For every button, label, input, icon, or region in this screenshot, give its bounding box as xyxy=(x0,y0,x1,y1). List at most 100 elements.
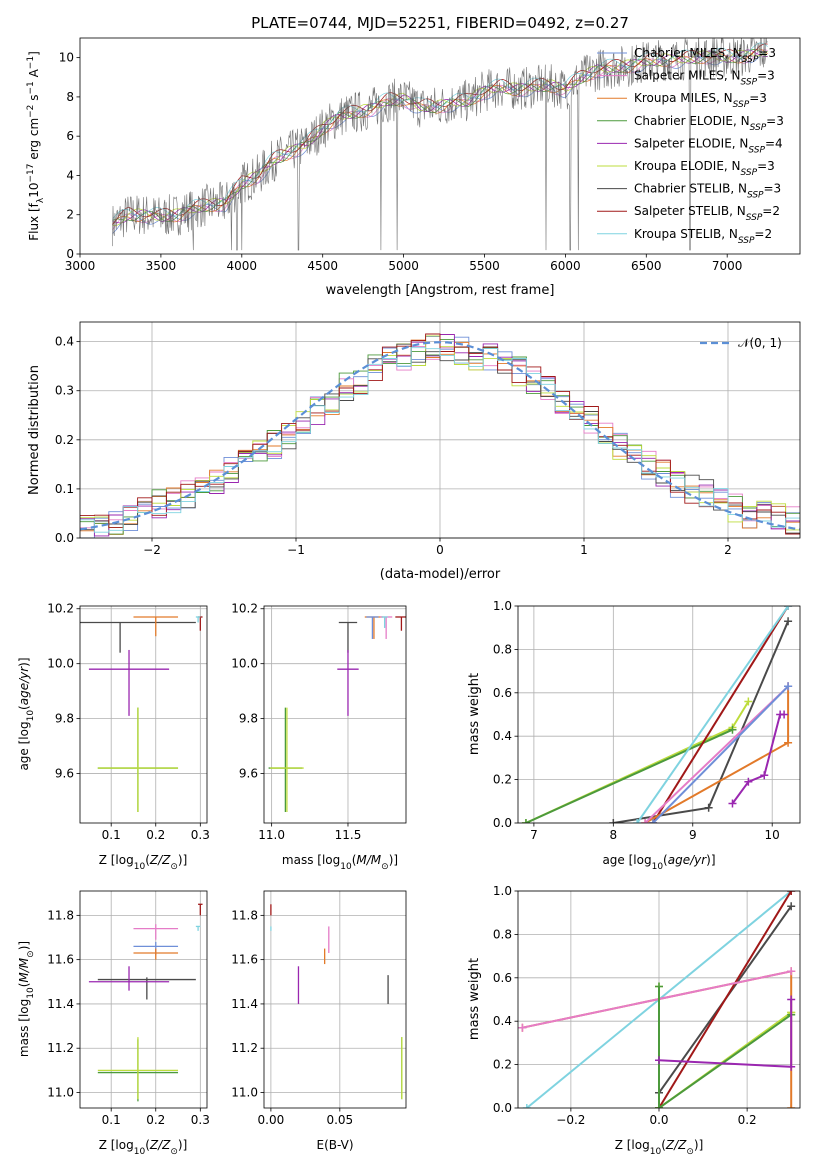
x-tick-label: −1 xyxy=(287,543,305,557)
mass-weight-marker xyxy=(655,1056,663,1065)
label-part: −2 xyxy=(26,105,36,118)
label-part: −1 xyxy=(26,81,36,94)
mass-weight-line xyxy=(525,728,733,823)
y-tick-label: 0 xyxy=(66,247,74,261)
y-tick-label: 11.6 xyxy=(231,953,258,967)
label-part: mass [log xyxy=(282,853,340,867)
y-tick-label: 11.0 xyxy=(47,1086,74,1100)
y-tick-label: 11.0 xyxy=(231,1086,258,1100)
y-axis-label: mass weight xyxy=(467,673,482,755)
mass-weight-marker xyxy=(784,738,793,747)
spectrum-panel: 3000 3500 4000 4500 5000 5500 6000 6500 7000 0 2 4 6… xyxy=(26,37,801,298)
mass-weight-marker xyxy=(704,803,713,812)
label-part: 10 xyxy=(134,862,146,872)
label-part: Z/Z xyxy=(149,1138,171,1152)
label-part: −1 xyxy=(26,56,36,69)
x-tick-label: −2 xyxy=(143,543,161,557)
x-axis-label: (data-model)/error xyxy=(380,567,501,582)
legend-entry-label: Chabrier MILES, NSSP=3 xyxy=(634,46,776,65)
label-part: SSP xyxy=(748,145,765,155)
x-tick-label: 3500 xyxy=(146,259,177,273)
mass-weight-line xyxy=(525,700,750,823)
y-tick-label: 11.4 xyxy=(47,997,74,1011)
x-tick-label: 0.2 xyxy=(146,1113,165,1127)
plot-area xyxy=(112,38,768,251)
x-axis-label: E(B-V) xyxy=(316,1138,353,1152)
label-part: Chabrier MILES, N xyxy=(634,46,742,60)
mass-weight-marker xyxy=(744,777,753,786)
label-part: ⊙ xyxy=(686,1147,694,1157)
x-tick-label: 2 xyxy=(724,543,732,557)
label-part: SSP xyxy=(747,191,764,201)
mass-weight-marker xyxy=(521,819,530,823)
x-tick-label: 5000 xyxy=(388,259,419,273)
label-part: A xyxy=(27,68,41,81)
x-tick-label: 0.2 xyxy=(146,828,165,842)
mass-weight-marker xyxy=(744,697,753,706)
mass-weight-marker xyxy=(728,725,737,734)
y-tick-label: 9.6 xyxy=(239,767,258,781)
residuals-panel: −2 −1 0 1 2 0.0 0.1 0.2 0.3 0.4 𝒩(0, 1) (data-model… xyxy=(27,321,801,582)
y-tick-label: 0.8 xyxy=(493,927,512,941)
observed-spectrum-line xyxy=(112,38,768,251)
y-tick-label: 1.0 xyxy=(493,884,512,898)
figure-title: PLATE=0744, MJD=52251, FIBERID=0492, z=0… xyxy=(251,14,629,32)
label-part: ] xyxy=(27,51,41,56)
label-part: age [log xyxy=(17,721,31,770)
label-part: 10 xyxy=(26,987,36,999)
label-part: Flux [f xyxy=(27,202,41,240)
y-tick-label: 10 xyxy=(59,51,74,65)
y-tick-label: 0.6 xyxy=(493,971,512,985)
mass-weight-line xyxy=(658,986,792,1108)
mass-weight-line xyxy=(658,986,792,1108)
label-part: ( xyxy=(661,1138,666,1152)
label-part: =2 xyxy=(762,204,780,218)
normal-reference-curve xyxy=(80,341,800,531)
mass-weight-marker xyxy=(655,982,663,991)
axes-frame xyxy=(79,321,801,539)
label-part: SSP xyxy=(746,213,763,223)
x-tick-label: 10 xyxy=(765,828,780,842)
axes-frame xyxy=(263,890,407,1109)
label-part: Z/Z xyxy=(149,853,171,867)
x-tick-label: 3000 xyxy=(65,259,96,273)
y-tick-label: 0.4 xyxy=(55,335,74,349)
residual-histogram-step xyxy=(80,347,800,533)
label-part: SSP xyxy=(733,100,750,110)
model-spectrum-line xyxy=(112,49,768,224)
x-tick-label: 11.0 xyxy=(258,828,285,842)
y-tick-label: 0.0 xyxy=(493,816,512,830)
y-tick-label: 9.8 xyxy=(55,712,74,726)
label-part: )] xyxy=(178,853,187,867)
y-tick-label: 1.0 xyxy=(493,599,512,613)
label-part: age/yr xyxy=(17,666,31,705)
y-tick-label: 11.4 xyxy=(231,997,258,1011)
mass-weight-marker xyxy=(784,682,793,691)
x-tick-label: 7000 xyxy=(712,259,743,273)
y-tick-label: 0.0 xyxy=(55,531,74,545)
label-part: )] xyxy=(178,1138,187,1152)
x-axis-label: wavelength [Angstrom, rest frame] xyxy=(326,283,555,298)
x-tick-label: 0.1 xyxy=(102,1113,121,1127)
label-part: Z [log xyxy=(99,853,134,867)
plot-area xyxy=(521,606,793,823)
label-part: =3 xyxy=(764,182,782,196)
label-part: ( xyxy=(17,983,31,988)
mass-weight-line xyxy=(522,970,792,1029)
age-vs-metallicity-panel: 0.1 0.2 0.39.69.810.010.2Z [log10(Z/Z⊙)]ag… xyxy=(17,602,210,872)
mass-weight-marker xyxy=(784,617,793,626)
y-axis-label: mass [log10(M/M⊙)] xyxy=(17,941,36,1057)
y-tick-label: 0.1 xyxy=(55,482,74,496)
mass-weight-marker xyxy=(655,1104,663,1108)
x-tick-label: 0.1 xyxy=(102,828,121,842)
y-tick-label: 11.8 xyxy=(231,908,258,922)
x-tick-label: 4500 xyxy=(307,259,338,273)
label-part: =2 xyxy=(754,227,772,241)
y-axis-label: age [log10(age/yr)] xyxy=(17,657,36,770)
y-tick-label: 11.2 xyxy=(47,1041,74,1055)
y-tick-label: 11.8 xyxy=(47,908,74,922)
legend-entry-label: Chabrier ELODIE, NSSP=3 xyxy=(634,114,784,133)
x-tick-label: 0.3 xyxy=(191,828,210,842)
